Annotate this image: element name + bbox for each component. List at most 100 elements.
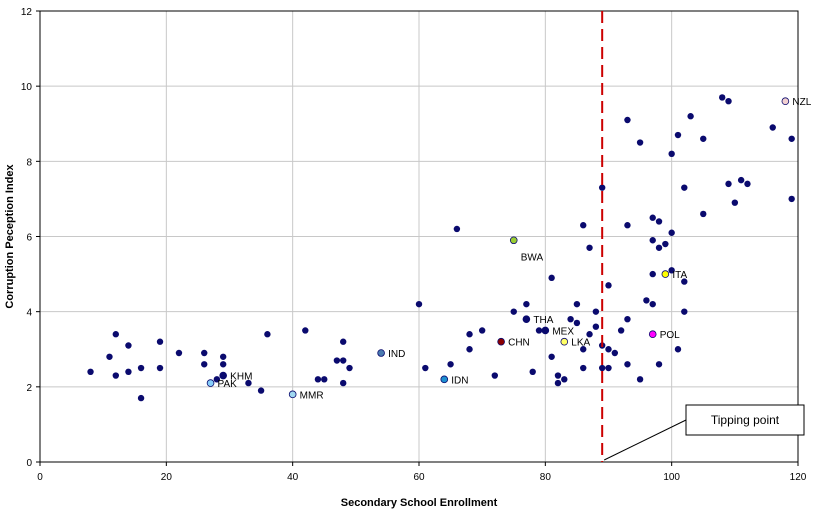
x-tick-label: 120 — [790, 472, 807, 483]
data-point — [649, 270, 656, 278]
data-point — [700, 135, 707, 142]
data-point — [137, 364, 145, 372]
data-point — [624, 222, 631, 229]
data-point — [548, 274, 555, 282]
data-point-nzl — [781, 97, 790, 105]
point-label-lka: LKA — [571, 338, 590, 349]
data-point — [725, 98, 732, 105]
point-label-ind: IND — [388, 349, 405, 360]
data-point — [314, 376, 322, 383]
data-point — [649, 237, 656, 244]
point-label-pak: PAK — [218, 379, 238, 390]
point-label-tha: THA — [533, 315, 553, 326]
point-label-pol: POL — [660, 330, 680, 341]
data-point — [662, 240, 669, 248]
point-label-mmr: MMR — [300, 390, 324, 401]
data-point — [213, 376, 221, 383]
data-point-pak — [206, 379, 215, 387]
data-point — [491, 372, 498, 379]
point-label-ita: ITA — [672, 270, 687, 281]
data-point — [125, 342, 132, 349]
data-point — [668, 150, 675, 158]
data-point — [112, 372, 120, 379]
data-point — [478, 327, 486, 334]
x-tick-label: 20 — [161, 472, 173, 483]
y-axis-title: Corruption Peception Index — [4, 164, 16, 309]
data-point — [529, 368, 536, 375]
data-point — [586, 331, 593, 338]
data-point — [731, 199, 739, 206]
data-point — [605, 346, 612, 353]
data-point-idn — [440, 375, 449, 384]
y-tick-label: 12 — [21, 7, 33, 18]
y-axis-ticks: 0 2 4 6 8 10 12 — [21, 7, 40, 469]
data-point — [737, 176, 745, 184]
data-point — [700, 210, 707, 218]
tipping-point-label: Tipping point — [711, 413, 780, 427]
data-point — [561, 376, 568, 383]
data-point — [201, 361, 208, 368]
x-tick-label: 80 — [540, 472, 552, 483]
data-point — [624, 116, 631, 124]
data-point — [719, 94, 726, 101]
data-point — [592, 308, 600, 315]
data-point — [592, 323, 600, 330]
data-point-mmr — [288, 390, 297, 399]
data-point — [687, 113, 694, 120]
data-point — [510, 308, 517, 315]
data-point — [219, 353, 227, 360]
data-point-bwa — [509, 236, 518, 245]
data-point — [655, 218, 663, 225]
data-point — [219, 361, 227, 368]
data-points — [87, 94, 795, 402]
data-point — [554, 372, 562, 379]
data-point — [137, 394, 145, 402]
point-label-nzl: NZL — [792, 97, 811, 108]
data-point — [674, 346, 682, 353]
x-axis-ticks: 0 20 40 60 80 100 120 — [37, 462, 807, 483]
y-tick-label: 0 — [26, 458, 32, 469]
data-point — [112, 331, 120, 338]
data-point — [302, 327, 309, 334]
data-point-khm — [219, 371, 227, 380]
data-point — [586, 244, 593, 251]
point-label-khm: KHM — [230, 372, 252, 383]
data-point — [725, 180, 732, 188]
y-tick-label: 6 — [26, 233, 32, 244]
data-point — [554, 379, 562, 387]
data-point — [643, 297, 650, 304]
data-point — [580, 364, 587, 372]
data-point — [415, 300, 423, 308]
data-point — [333, 357, 341, 364]
data-point — [245, 379, 252, 387]
data-point — [624, 315, 631, 323]
data-point — [788, 135, 795, 142]
data-point — [580, 222, 587, 229]
data-point — [87, 368, 94, 375]
tipping-point-callout-box — [685, 404, 805, 436]
data-point-ita — [661, 270, 670, 278]
data-point — [201, 349, 208, 357]
point-label-bwa: BWA — [521, 252, 544, 263]
data-point — [156, 338, 164, 345]
data-point-mex — [541, 326, 550, 335]
data-point — [668, 229, 675, 236]
data-point — [535, 327, 543, 334]
gridlines — [39, 10, 799, 463]
y-tick-label: 2 — [26, 383, 32, 394]
data-point — [156, 364, 164, 372]
data-point-pol — [648, 330, 657, 339]
data-point — [655, 244, 663, 251]
data-point — [175, 349, 183, 357]
data-point-tha — [522, 315, 531, 323]
x-tick-label: 40 — [287, 472, 299, 483]
data-point — [605, 282, 612, 289]
data-point — [624, 361, 631, 368]
data-point — [466, 331, 473, 338]
point-label-mex: MEX — [552, 326, 574, 337]
data-point — [264, 331, 271, 338]
data-point — [346, 364, 353, 372]
data-point — [580, 346, 587, 353]
